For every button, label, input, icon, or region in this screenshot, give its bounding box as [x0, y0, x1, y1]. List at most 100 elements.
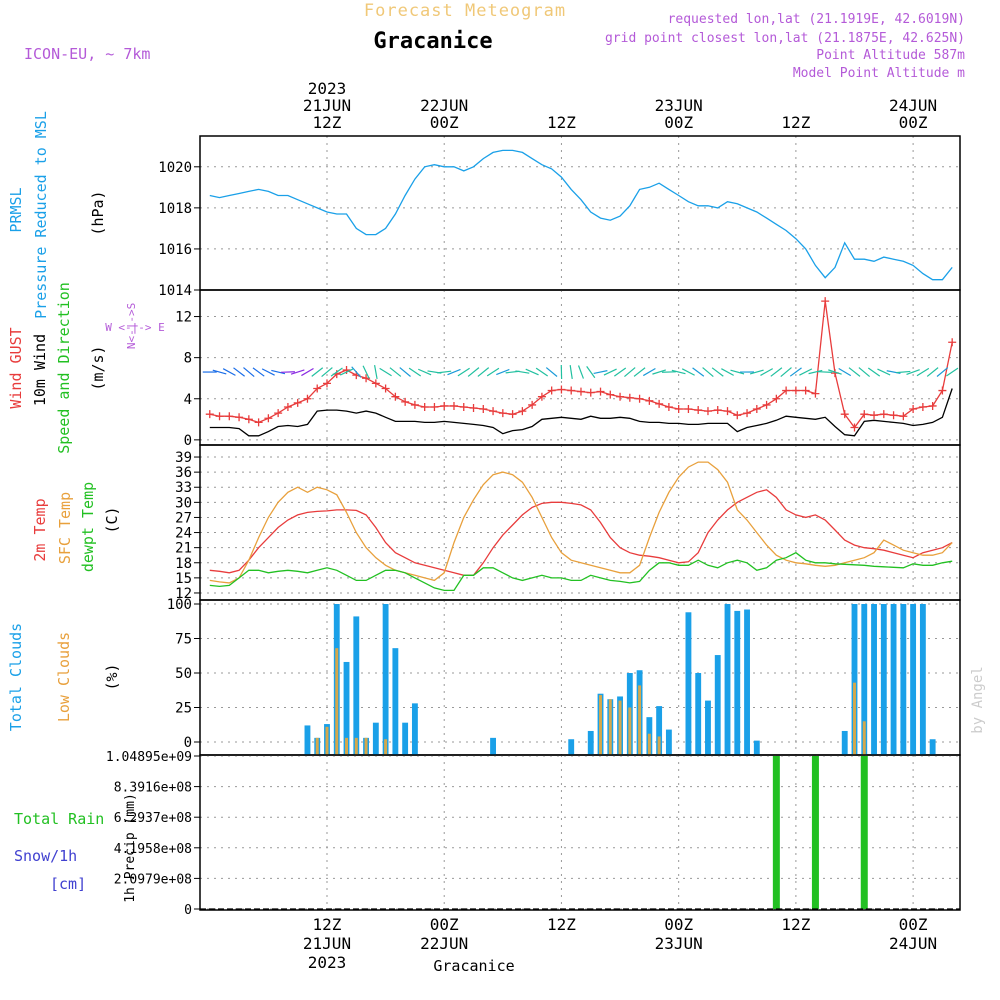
wind-direction-arrow	[457, 367, 470, 377]
y-tick-label: 6.2937e+08	[114, 811, 192, 826]
wind-direction-arrow	[681, 368, 695, 376]
low-cloud-bar	[0, 734, 3, 755]
total-cloud-bar	[0, 734, 6, 755]
wind-direction-arrow	[545, 367, 558, 377]
panel-wind: 0 4 8 12	[175, 289, 961, 449]
wind-direction-arrow	[271, 369, 286, 375]
wind-direction-arrow	[614, 367, 627, 377]
wind-direction-arrow	[477, 367, 490, 377]
wind-direction-arrow	[828, 369, 842, 375]
bottom-tick-label: 12Z	[547, 915, 576, 934]
gust-marker	[635, 394, 644, 403]
gust-marker	[928, 401, 937, 410]
gust-marker	[244, 415, 253, 424]
y-tick-label: 24	[175, 526, 192, 542]
wind-direction-arrow	[408, 367, 422, 377]
top-tick-label: 2023	[308, 79, 347, 98]
series-line-sfc-temp	[209, 461, 953, 584]
gust-marker	[498, 409, 507, 418]
y-tick-label: 0	[184, 903, 192, 918]
gust-marker	[215, 412, 224, 421]
gust-marker	[440, 401, 449, 410]
wind-direction-arrow	[916, 367, 930, 377]
prmsl-desc-label: Pressure Reduced to MSL	[32, 111, 50, 319]
wind-direction-arrow	[721, 368, 734, 376]
bottom-location: Gracanice	[433, 957, 514, 975]
wind-direction-arrow	[261, 368, 275, 376]
wind-direction-arrow	[799, 368, 813, 376]
gust-marker	[713, 406, 722, 415]
plot-area	[209, 461, 953, 592]
wind-direction-arrow	[290, 369, 305, 375]
wind-10m-label: 10m Wind	[31, 334, 49, 406]
temp-unit-label: (C)	[103, 506, 121, 533]
gust-marker	[567, 386, 576, 395]
panel-frame	[199, 444, 961, 601]
gust-marker	[430, 402, 439, 411]
gust-marker	[225, 412, 234, 421]
gust-marker	[860, 410, 869, 419]
wind-direction-arrow	[374, 365, 378, 380]
y-tick-label: 8	[184, 351, 192, 367]
gust-marker	[723, 407, 732, 416]
total-cloud-bar	[929, 739, 936, 755]
y-tick-label: 0	[184, 433, 192, 449]
wind-direction-arrow	[603, 368, 617, 376]
wind-gust-label: Wind GUST	[7, 327, 25, 408]
wind-direction-arrow	[252, 367, 265, 377]
total-cloud-bar	[656, 706, 663, 755]
total-cloud-bar	[919, 604, 926, 755]
panel-frame	[199, 289, 961, 446]
gust-marker	[401, 397, 410, 406]
panel-frame	[199, 135, 961, 291]
wind-direction-arrow	[702, 367, 714, 377]
total-rain-label: Total Rain	[14, 810, 104, 828]
wind-direction-arrow	[642, 368, 656, 377]
gust-marker	[322, 379, 331, 388]
wind-direction-arrow	[437, 370, 452, 374]
low-clouds-label: Low Clouds	[55, 632, 73, 722]
y-tick-label: 1014	[158, 283, 192, 299]
total-cloud-bar	[382, 604, 389, 755]
bottom-tick-label: 22JUN	[420, 934, 468, 953]
y-tick-label: 1020	[158, 160, 192, 176]
snow-label: Snow/1h	[14, 847, 77, 865]
top-tick-label: 12Z	[313, 113, 342, 132]
gust-marker	[791, 386, 800, 395]
total-cloud-bar	[490, 737, 496, 755]
total-cloud-bar	[587, 730, 594, 755]
wind-direction-arrow	[730, 369, 745, 375]
total-cloud-bar	[685, 612, 692, 755]
wind-direction-arrow	[896, 370, 911, 374]
gust-marker	[508, 410, 517, 419]
bottom-tick-label: 21JUN	[303, 934, 351, 953]
gust-marker	[889, 411, 898, 420]
y-tick-label: 25	[175, 701, 192, 717]
low-cloud-bar	[335, 648, 339, 755]
wind-direction-arrow	[535, 367, 549, 377]
gust-marker	[469, 404, 478, 413]
low-cloud-bar	[647, 733, 651, 755]
y-tick-label: 2.0979e+08	[114, 872, 192, 887]
plot-area	[200, 756, 960, 910]
wind-direction-arrow	[486, 367, 500, 377]
y-tick-label: 39	[175, 450, 192, 466]
gust-marker	[381, 384, 390, 393]
plot-area	[209, 149, 953, 281]
gust-marker	[528, 400, 537, 409]
bottom-tick-label: 00Z	[899, 915, 928, 934]
wind-direction-arrow	[858, 367, 871, 377]
wind-direction-arrow	[671, 369, 686, 375]
total-cloud-bar	[411, 703, 418, 755]
gust-marker	[586, 388, 595, 397]
gust-marker	[899, 412, 908, 421]
compass-ns: N<-|->S	[125, 303, 138, 349]
location-name: Gracanice	[373, 29, 492, 54]
gust-marker	[264, 414, 273, 423]
panels: 1014101610181020048121215182124273033363…	[0, 135, 961, 918]
total-cloud-bar	[372, 722, 379, 755]
total-cloud-bar	[861, 604, 868, 755]
series-line-wind-gust	[209, 301, 953, 429]
rain-bar	[860, 756, 868, 909]
